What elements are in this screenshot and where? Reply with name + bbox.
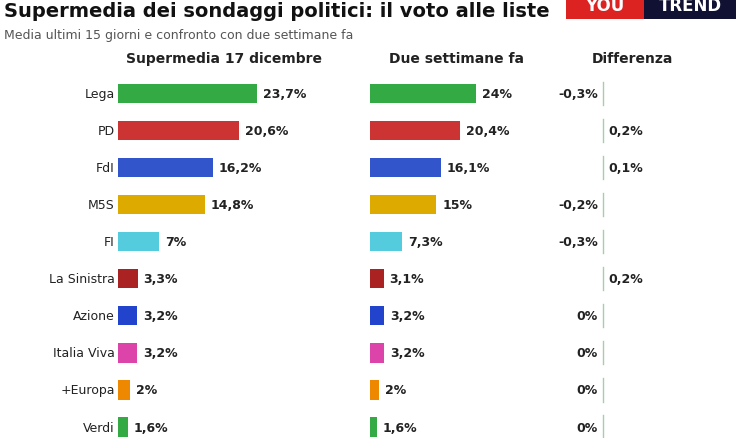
Text: 0,2%: 0,2% bbox=[608, 272, 643, 286]
FancyBboxPatch shape bbox=[118, 417, 128, 437]
FancyBboxPatch shape bbox=[118, 195, 205, 215]
Text: 3,2%: 3,2% bbox=[390, 346, 425, 360]
Text: TREND: TREND bbox=[659, 0, 722, 15]
Text: M5S: M5S bbox=[88, 199, 115, 212]
Text: 0%: 0% bbox=[576, 384, 598, 396]
Text: Lega: Lega bbox=[84, 88, 115, 101]
Text: Italia Viva: Italia Viva bbox=[53, 346, 115, 360]
FancyBboxPatch shape bbox=[370, 343, 384, 363]
Text: Azione: Azione bbox=[73, 310, 115, 322]
Text: Supermedia dei sondaggi politici: il voto alle liste: Supermedia dei sondaggi politici: il vot… bbox=[4, 2, 549, 21]
Text: 0,2%: 0,2% bbox=[608, 125, 643, 138]
Text: +Europa: +Europa bbox=[60, 384, 115, 396]
Text: 3,2%: 3,2% bbox=[390, 310, 425, 322]
Text: Due settimane fa: Due settimane fa bbox=[389, 52, 525, 66]
FancyBboxPatch shape bbox=[370, 233, 403, 252]
FancyBboxPatch shape bbox=[566, 0, 644, 20]
FancyBboxPatch shape bbox=[118, 269, 138, 289]
FancyBboxPatch shape bbox=[118, 85, 257, 104]
FancyBboxPatch shape bbox=[118, 307, 137, 326]
Text: 20,6%: 20,6% bbox=[244, 125, 288, 138]
Text: 16,1%: 16,1% bbox=[447, 162, 491, 175]
Text: 1,6%: 1,6% bbox=[383, 420, 417, 434]
Text: 0%: 0% bbox=[576, 346, 598, 360]
FancyBboxPatch shape bbox=[118, 381, 130, 400]
Text: Verdi: Verdi bbox=[83, 420, 115, 434]
Text: 16,2%: 16,2% bbox=[219, 162, 262, 175]
FancyBboxPatch shape bbox=[370, 269, 383, 289]
Text: La Sinistra: La Sinistra bbox=[49, 272, 115, 286]
Text: Supermedia 17 dicembre: Supermedia 17 dicembre bbox=[126, 52, 322, 66]
FancyBboxPatch shape bbox=[370, 417, 377, 437]
FancyBboxPatch shape bbox=[118, 343, 137, 363]
Text: FI: FI bbox=[104, 236, 115, 249]
Text: 3,2%: 3,2% bbox=[143, 346, 178, 360]
Text: -0,3%: -0,3% bbox=[558, 88, 598, 101]
Text: 7,3%: 7,3% bbox=[408, 236, 443, 249]
FancyBboxPatch shape bbox=[370, 381, 379, 400]
FancyBboxPatch shape bbox=[370, 195, 436, 215]
Text: 0%: 0% bbox=[576, 420, 598, 434]
Text: -0,2%: -0,2% bbox=[558, 199, 598, 212]
Text: 23,7%: 23,7% bbox=[263, 88, 306, 101]
FancyBboxPatch shape bbox=[370, 85, 476, 104]
Text: 15%: 15% bbox=[442, 199, 472, 212]
FancyBboxPatch shape bbox=[118, 233, 159, 252]
Text: YOU: YOU bbox=[585, 0, 625, 15]
Text: 20,4%: 20,4% bbox=[466, 125, 509, 138]
Text: Media ultimi 15 giorni e confronto con due settimane fa: Media ultimi 15 giorni e confronto con d… bbox=[4, 28, 353, 42]
Text: 3,2%: 3,2% bbox=[143, 310, 178, 322]
Text: 1,6%: 1,6% bbox=[134, 420, 168, 434]
Text: 24%: 24% bbox=[482, 88, 512, 101]
Text: -0,3%: -0,3% bbox=[558, 236, 598, 249]
Text: PD: PD bbox=[98, 125, 115, 138]
Text: Differenza: Differenza bbox=[592, 52, 673, 66]
Text: 3,1%: 3,1% bbox=[389, 272, 424, 286]
FancyBboxPatch shape bbox=[644, 0, 736, 20]
Text: 0%: 0% bbox=[576, 310, 598, 322]
FancyBboxPatch shape bbox=[118, 121, 238, 141]
FancyBboxPatch shape bbox=[370, 307, 384, 326]
FancyBboxPatch shape bbox=[370, 159, 441, 178]
Text: FdI: FdI bbox=[96, 162, 115, 175]
Text: 14,8%: 14,8% bbox=[211, 199, 254, 212]
FancyBboxPatch shape bbox=[118, 159, 213, 178]
Text: 0,1%: 0,1% bbox=[608, 162, 643, 175]
Text: 2%: 2% bbox=[136, 384, 157, 396]
Text: 3,3%: 3,3% bbox=[144, 272, 178, 286]
FancyBboxPatch shape bbox=[370, 121, 460, 141]
Text: 2%: 2% bbox=[385, 384, 406, 396]
Text: 7%: 7% bbox=[165, 236, 186, 249]
